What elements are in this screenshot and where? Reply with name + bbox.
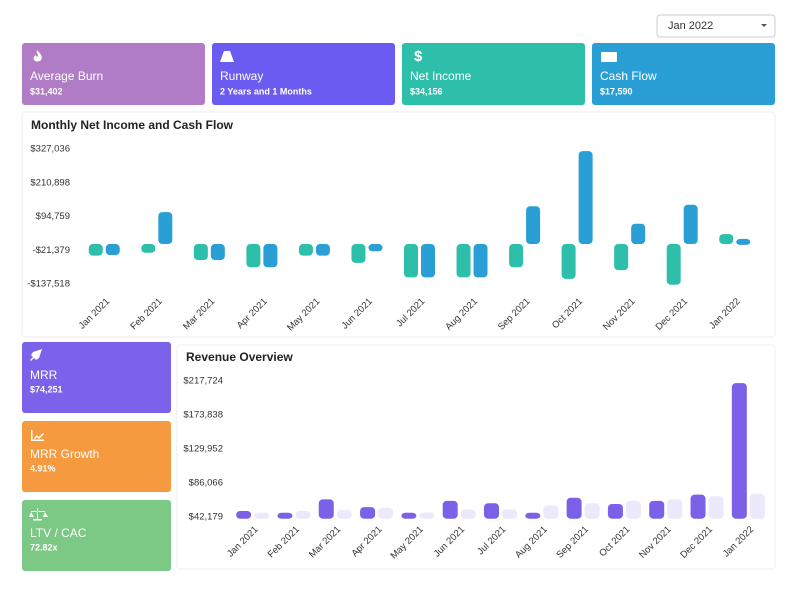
y-tick-label: $210,898 xyxy=(30,177,70,188)
bar xyxy=(210,244,225,261)
bar xyxy=(460,509,476,519)
stat-card xyxy=(402,43,585,105)
chart-title: Revenue Overview xyxy=(186,350,293,364)
dropdown-caret xyxy=(761,24,767,27)
card-title: MRR xyxy=(30,368,58,382)
bar xyxy=(295,510,311,519)
card-title: Average Burn xyxy=(30,69,103,83)
bar xyxy=(456,244,471,278)
y-tick-label: $173,838 xyxy=(183,410,223,421)
card-value: $31,402 xyxy=(30,86,63,96)
card-value: 2 Years and 1 Months xyxy=(220,86,312,96)
month-dropdown[interactable] xyxy=(656,14,776,38)
card-title: Net Income xyxy=(410,69,472,83)
stat-card xyxy=(22,43,205,105)
bar xyxy=(749,493,765,519)
card-title: MRR Growth xyxy=(30,447,99,461)
y-tick-label: $129,952 xyxy=(183,444,223,455)
card-value: 4.91% xyxy=(30,463,56,473)
stat-card xyxy=(212,43,395,105)
card-title: Runway xyxy=(220,69,263,83)
y-tick-label: $94,759 xyxy=(36,211,70,222)
card-value: 72.82x xyxy=(30,542,58,552)
bar xyxy=(649,500,665,519)
bar xyxy=(318,499,334,519)
bar xyxy=(254,512,270,519)
y-tick-label: -$21,379 xyxy=(32,245,70,256)
bar xyxy=(298,244,313,256)
card-value: $34,156 xyxy=(410,86,443,96)
bar xyxy=(158,212,173,245)
bar xyxy=(708,496,724,519)
bar xyxy=(614,244,629,271)
card-title: LTV / CAC xyxy=(30,526,87,540)
bar xyxy=(105,244,120,256)
bar xyxy=(236,510,252,519)
bar xyxy=(625,500,641,519)
bar xyxy=(246,244,261,268)
rocket-icon xyxy=(30,349,42,361)
bar xyxy=(502,509,517,519)
chart-panel xyxy=(21,111,776,338)
bar xyxy=(378,507,394,519)
stat-card xyxy=(592,43,775,105)
stat-card xyxy=(22,500,171,571)
bar xyxy=(736,238,751,245)
bar xyxy=(193,244,208,261)
bar xyxy=(368,244,383,252)
card-value: $74,251 xyxy=(30,384,63,394)
bar xyxy=(351,244,366,263)
bill-icon xyxy=(601,52,617,62)
stat-card xyxy=(22,421,171,492)
bar xyxy=(561,244,576,279)
bar xyxy=(690,494,706,519)
bar xyxy=(719,234,734,245)
bar xyxy=(484,503,499,519)
stat-card xyxy=(22,342,171,413)
y-tick-label: $327,036 xyxy=(30,144,70,155)
bar xyxy=(525,512,541,519)
bar xyxy=(315,244,330,256)
bar xyxy=(336,510,352,519)
card-value: $17,590 xyxy=(600,86,633,96)
bar xyxy=(683,204,698,245)
dollar-icon: $ xyxy=(414,48,423,65)
bar xyxy=(578,151,593,245)
flame-icon xyxy=(33,50,42,62)
road-icon xyxy=(220,51,234,62)
bar xyxy=(442,500,458,519)
dropdown-label: Jan 2022 xyxy=(668,20,713,32)
y-tick-label: -$137,518 xyxy=(27,278,70,289)
card-title: Cash Flow xyxy=(600,69,657,83)
bar xyxy=(584,503,600,519)
chart-panel xyxy=(176,344,776,570)
bar xyxy=(543,505,559,519)
bar xyxy=(731,383,747,519)
chart-title: Monthly Net Income and Cash Flow xyxy=(31,118,234,132)
bar xyxy=(666,244,681,285)
y-tick-label: $217,724 xyxy=(183,376,223,387)
bar xyxy=(360,507,376,519)
bar xyxy=(526,206,541,245)
bar xyxy=(263,244,278,268)
bar xyxy=(509,244,524,268)
bar xyxy=(566,497,582,519)
bar xyxy=(631,223,646,245)
icons: $ xyxy=(29,48,617,521)
bar xyxy=(404,244,418,278)
bar xyxy=(88,244,103,256)
scale-icon xyxy=(29,508,48,521)
bar xyxy=(421,244,435,278)
bar xyxy=(667,499,683,519)
y-tick-label: $86,066 xyxy=(189,478,223,489)
bar xyxy=(277,512,293,519)
y-tick-label: $42,179 xyxy=(189,512,223,523)
bar xyxy=(141,244,156,253)
bar xyxy=(473,244,488,278)
bar xyxy=(419,512,435,519)
bar xyxy=(607,503,623,519)
bar xyxy=(401,512,417,519)
growth-icon xyxy=(31,430,44,441)
